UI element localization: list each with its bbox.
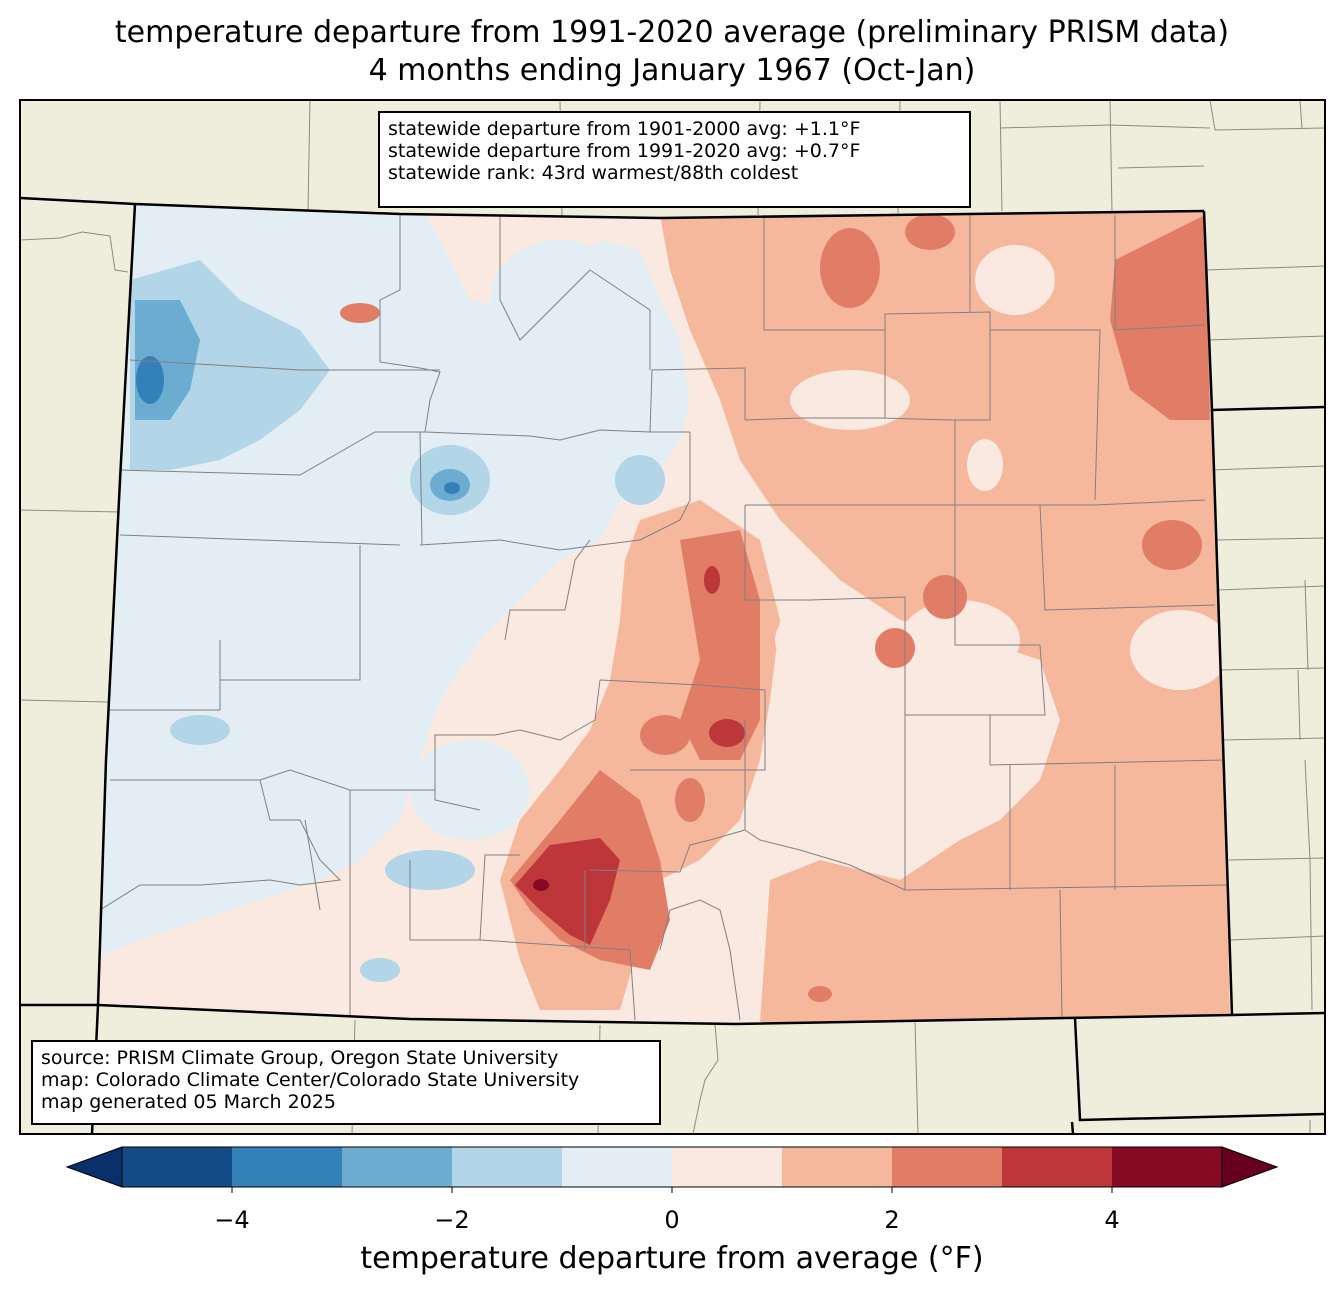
colorbar-bin — [452, 1147, 562, 1187]
stats-line-rank: statewide rank: 43rd warmest/88th coldes… — [388, 162, 799, 184]
colorbar-tick-label: 2 — [884, 1206, 900, 1234]
state-borders — [20, 196, 1325, 1134]
colorbar-bin — [672, 1147, 782, 1187]
colorbar-under-arrow — [65, 1146, 123, 1188]
colorbar-bin — [1002, 1147, 1112, 1187]
colorbar-tick-label: 0 — [664, 1206, 680, 1234]
source-line-generated: map generated 05 March 2025 — [41, 1091, 336, 1113]
stats-line-1991-2020: statewide departure from 1991-2020 avg: … — [388, 140, 861, 162]
colorbar-bin — [562, 1147, 672, 1187]
colorbar-bin — [1112, 1147, 1222, 1187]
colorbar-bin — [342, 1147, 452, 1187]
colorbar-bin — [782, 1147, 892, 1187]
colorbar — [65, 1146, 1279, 1193]
stats-line-1901-2000: statewide departure from 1901-2000 avg: … — [388, 118, 861, 140]
colorbar-bin — [232, 1147, 342, 1187]
colorado-county-lines — [99, 214, 1231, 1021]
colorbar-over-arrow — [1221, 1146, 1279, 1188]
statewide-stats-box: statewide departure from 1901-2000 avg: … — [378, 111, 971, 208]
map-title-line2: 4 months ending January 1967 (Oct-Jan) — [368, 53, 976, 88]
colorbar-bin — [892, 1147, 1002, 1187]
colorbar-label: temperature departure from average (°F) — [360, 1241, 984, 1276]
source-line-map: map: Colorado Climate Center/Colorado St… — [41, 1069, 580, 1091]
temperature-departure-field — [98, 204, 1232, 1024]
colorbar-tick-label: −2 — [434, 1206, 470, 1234]
map-title-line1: temperature departure from 1991-2020 ave… — [114, 15, 1230, 50]
source-line-prism: source: PRISM Climate Group, Oregon Stat… — [41, 1047, 559, 1069]
source-box: source: PRISM Climate Group, Oregon Stat… — [31, 1040, 661, 1125]
colorbar-bin — [122, 1147, 232, 1187]
colorbar-tick-label: 4 — [1104, 1206, 1120, 1234]
map-frame — [19, 99, 1326, 1135]
colorbar-tick-label: −4 — [214, 1206, 250, 1234]
